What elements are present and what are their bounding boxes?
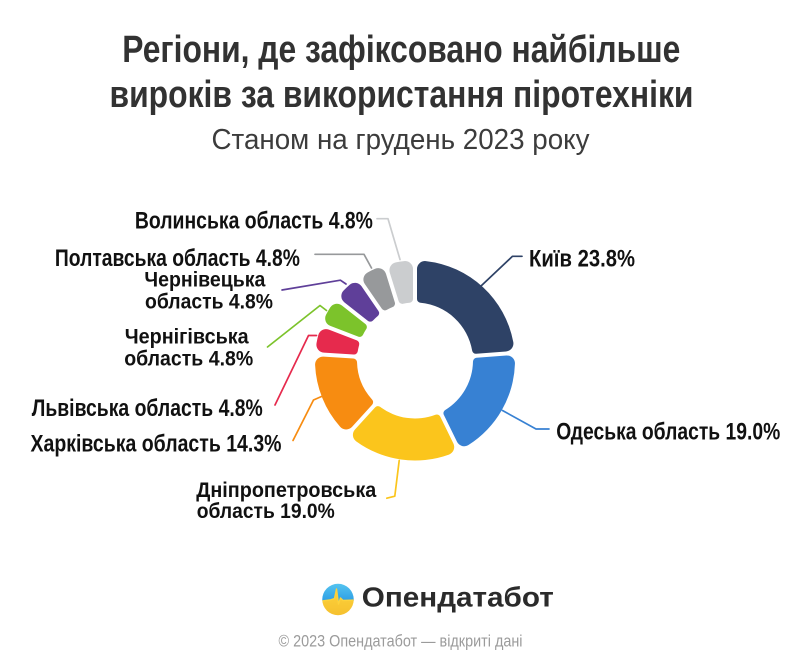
svg-text:Опендатабот: Опендатабот [362, 582, 554, 613]
svg-text:вироків за використання піроте: вироків за використання піротехніки [110, 74, 694, 116]
svg-text:Станом на грудень 2023 року: Станом на грудень 2023 року [212, 124, 590, 156]
svg-text:область 4.8%: область 4.8% [124, 348, 253, 371]
svg-text:область 19.0%: область 19.0% [197, 499, 335, 523]
svg-text:© 2023 Опендатабот — відкриті: © 2023 Опендатабот — відкриті дані [279, 632, 523, 651]
svg-text:Львівська область 4.8%: Львівська область 4.8% [32, 395, 263, 422]
svg-text:Регіони, де зафіксовано найбіл: Регіони, де зафіксовано найбільше [122, 29, 680, 71]
svg-text:область 4.8%: область 4.8% [145, 290, 273, 313]
svg-text:Полтавська область 4.8%: Полтавська область 4.8% [55, 245, 300, 272]
svg-text:Волинська область 4.8%: Волинська область 4.8% [135, 208, 373, 235]
svg-text:Одеська область 19.0%: Одеська область 19.0% [556, 418, 780, 445]
svg-text:Чернівецька: Чернівецька [144, 268, 265, 291]
svg-text:Чернігівська: Чернігівська [125, 326, 249, 349]
svg-text:Дніпропетровська: Дніпропетровська [196, 478, 377, 502]
svg-text:Харківська область 14.3%: Харківська область 14.3% [31, 431, 282, 458]
svg-text:Київ 23.8%: Київ 23.8% [529, 246, 635, 273]
